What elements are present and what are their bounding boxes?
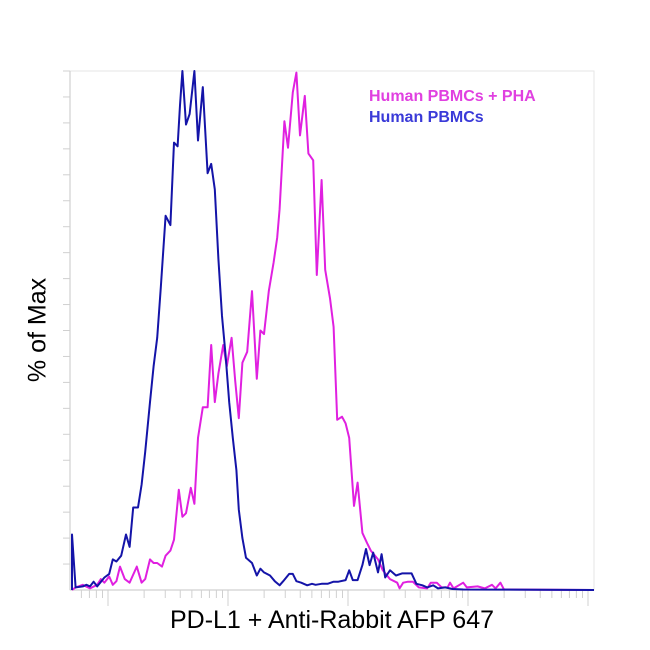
axes <box>63 70 595 606</box>
series-lines <box>71 70 595 591</box>
x-axis-label: PD-L1 + Anti-Rabbit AFP 647 <box>169 606 495 634</box>
series-line-pha <box>71 71 595 591</box>
legend-item-pha: Human PBMCs + PHA <box>369 88 536 105</box>
legend-item-pbmcs: Human PBMCs <box>369 109 484 126</box>
series-line-pbmcs <box>71 70 595 591</box>
plot-frame <box>69 70 595 591</box>
y-axis-label: % of Max <box>23 277 52 383</box>
